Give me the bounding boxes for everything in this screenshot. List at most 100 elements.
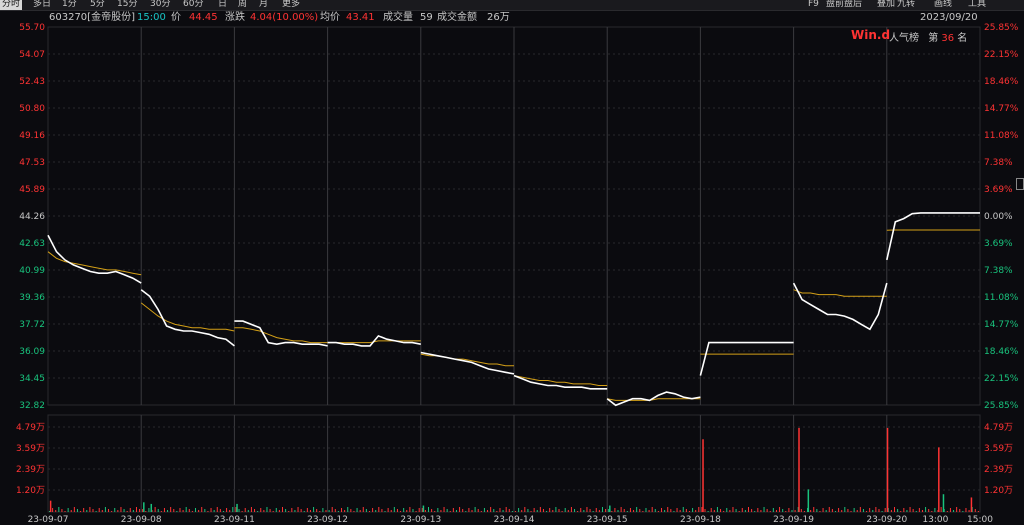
vol-spike-10 — [236, 503, 238, 512]
toolbar-tool-2[interactable]: 叠加 — [877, 0, 896, 9]
vol-bar — [763, 507, 765, 512]
vol-bar — [477, 509, 479, 512]
period-tab-1[interactable]: 多日 — [33, 0, 52, 9]
vol-bar — [546, 511, 548, 512]
vol-bar — [278, 510, 280, 512]
toolbar-tool-1[interactable]: 盘前盘后 — [826, 0, 863, 9]
avg-line-23-09-14 — [513, 375, 608, 386]
vol-bar — [940, 507, 942, 512]
pct-tick-7: 0.00% — [984, 212, 1013, 222]
change-value: 4.04(10.00%) — [250, 12, 319, 23]
period-tab-2[interactable]: 1分 — [62, 0, 77, 9]
vol-bar — [862, 509, 864, 512]
toolbar-tool-3[interactable]: 九转 — [897, 0, 916, 9]
vol-bar — [170, 507, 172, 512]
period-tab-0[interactable]: 分时 — [0, 0, 23, 10]
vol-bar — [359, 510, 361, 512]
vol-bar — [866, 511, 868, 512]
toolbar-tool-4[interactable]: 画线 — [934, 0, 953, 9]
period-tab-9[interactable]: 月 — [259, 0, 269, 9]
period-tab-8[interactable]: 周 — [238, 0, 248, 9]
vol-tick-2: 2.39万 — [16, 465, 45, 475]
period-tab-6[interactable]: 60分 — [183, 0, 204, 9]
price-value: 44.45 — [189, 12, 218, 23]
vol-bar — [300, 509, 302, 512]
period-toolbar: 分时 多日 1分 5分 15分 30分 60分 日 周 月 更多 F9 盘前盘后 叠加 九转 画线 工具 — [0, 0, 1024, 11]
vol-bar — [176, 511, 178, 512]
vol-bar — [521, 510, 523, 512]
vol-bar — [949, 508, 951, 512]
vol-bar — [437, 508, 439, 512]
vol-bar — [626, 511, 628, 512]
vol-spike-2 — [807, 489, 810, 512]
vol-bar — [188, 509, 190, 512]
period-tab-5[interactable]: 30分 — [150, 0, 171, 9]
period-tab-3[interactable]: 5分 — [90, 0, 105, 9]
popularity-rank[interactable]: 人气榜 第 36 名 — [889, 29, 967, 44]
pct-tick-5: 7.38% — [984, 158, 1013, 168]
vol-bar — [723, 511, 725, 512]
panel-toggle-icon[interactable] — [1016, 178, 1024, 190]
vol-bar — [779, 507, 781, 512]
vol-bar — [129, 508, 131, 512]
vol-bar — [443, 507, 445, 512]
vol-bar — [903, 508, 905, 512]
vol-bar — [502, 510, 504, 512]
vol-bar — [83, 508, 85, 512]
vol-bar — [325, 510, 327, 512]
vol-bar — [549, 508, 551, 512]
vol-bar — [810, 510, 812, 512]
avg-value: 43.41 — [346, 12, 375, 23]
vol-bar — [387, 508, 389, 512]
avg-line-23-09-07 — [47, 251, 142, 276]
vol-bar — [415, 511, 417, 512]
vol-bar — [219, 509, 221, 512]
vol-bar — [428, 507, 430, 512]
price-tick-9: 40.99 — [19, 266, 45, 276]
price-tick-13: 34.45 — [19, 374, 45, 384]
vol-bar — [716, 507, 718, 512]
vol-bar — [263, 510, 265, 512]
period-tab-7[interactable]: 日 — [218, 0, 228, 9]
vol-bar — [70, 510, 72, 512]
x-label-3: 23-09-12 — [307, 515, 348, 525]
vol-bar — [353, 511, 355, 512]
vol-bar — [238, 509, 240, 512]
vol-bar — [611, 511, 613, 512]
vol-bar — [452, 508, 454, 512]
vol-bar — [431, 509, 433, 512]
price-line-23-09-20 — [886, 212, 980, 261]
vol-bar — [260, 508, 262, 512]
vol-bar — [198, 510, 200, 512]
vol-bar — [822, 508, 824, 512]
vol-bar — [906, 510, 908, 512]
vol-bar — [319, 511, 321, 512]
vol-bar — [400, 511, 402, 512]
vol-bar — [881, 511, 883, 512]
vol-bar — [884, 508, 886, 512]
toolbar-tool-0[interactable]: F9 — [808, 0, 819, 9]
vol-bar — [633, 510, 635, 512]
toolbar-tool-5[interactable]: 工具 — [968, 0, 987, 9]
vol-bar — [61, 509, 63, 512]
pct-tick-11: 14.77% — [984, 320, 1019, 330]
period-tab-4[interactable]: 15分 — [117, 0, 138, 9]
vol-bar — [912, 509, 914, 512]
vol-bar — [247, 510, 249, 512]
vol-bar — [726, 508, 728, 512]
price-tick-7: 44.26 — [19, 212, 45, 222]
vol-bar — [89, 507, 91, 512]
vol-bar — [55, 510, 57, 512]
vol-bar — [928, 509, 930, 512]
vol-bar — [654, 509, 656, 512]
vol-bar — [406, 510, 408, 512]
vol-bar — [142, 509, 144, 512]
vol-bar — [455, 510, 457, 512]
vol-bar — [291, 508, 293, 512]
period-tab-10[interactable]: 更多 — [282, 0, 301, 9]
vol-bar — [288, 511, 290, 512]
vol-bar — [766, 509, 768, 512]
vol-bar — [661, 508, 663, 512]
vol-bar — [595, 508, 597, 512]
